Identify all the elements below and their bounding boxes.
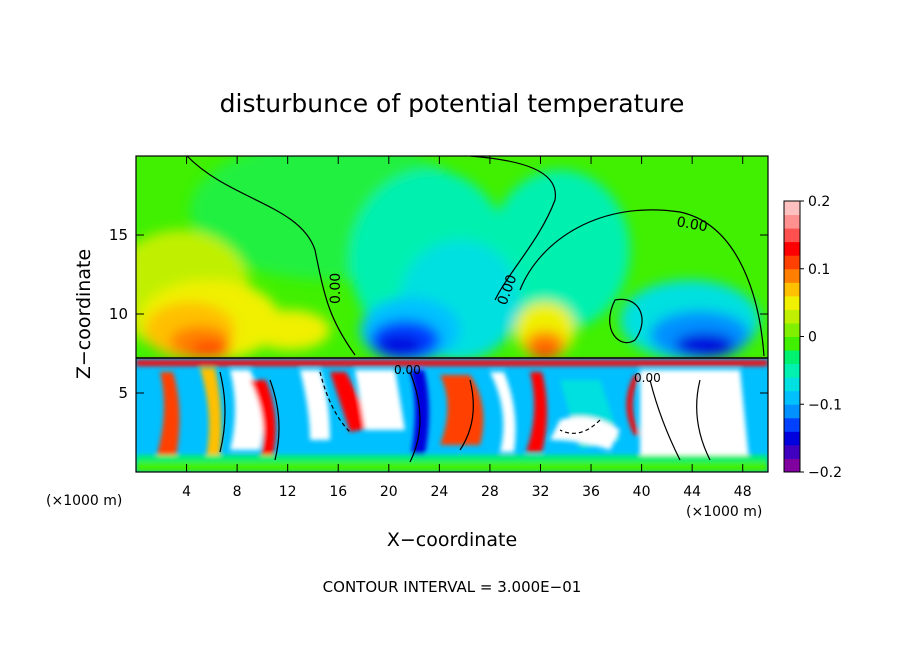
x-tick-label: 12 [279,484,297,500]
colorbar-tick-label: −0.2 [808,465,842,481]
x-axis-label: X−coordinate [387,529,517,551]
colorbar-swatch [784,309,800,324]
x-tick-label: 20 [380,484,398,500]
y-tick-label: 15 [109,226,128,244]
colorbar-swatch [784,282,800,297]
colorbar-swatch [784,350,800,365]
x-tick-label: 8 [233,484,242,500]
colorbar-swatch [784,417,800,432]
colorbar [783,200,801,473]
colorbar-tick-label: 0.1 [808,262,830,278]
x-tick-label: 44 [683,484,701,500]
y-tick-label: 5 [118,384,128,402]
x-tick-label: 4 [182,484,191,500]
colorbar-swatch [784,268,800,283]
colorbar-swatch [784,390,800,405]
colorbar-ticks: 0.2 0.1 0 −0.1 −0.2 [800,194,842,481]
field: 0.00 0.00 0.00 0.00 0.00 [136,156,768,472]
y-axis: 5 10 15 [109,226,768,402]
colorbar-swatch [784,458,800,473]
colorbar-swatch [784,377,800,392]
colorbar-swatch [784,295,800,310]
x-tick-label: 32 [532,484,550,500]
x-tick-label: 16 [329,484,347,500]
y-tick-label: 10 [109,305,128,323]
y-axis-label: Z−coordinate [73,249,95,379]
colorbar-swatch [784,322,800,337]
chart-title: disturbunce of potential temperature [220,89,685,118]
colorbar-swatch [784,404,800,419]
colorbar-swatch [784,363,800,378]
colorbar-tick-label: 0.2 [808,194,830,210]
colorbar-swatch [784,444,800,459]
contour-label: 0.00 [675,214,708,235]
x-axis: 4 8 12 16 20 24 28 32 36 40 44 48 [182,156,752,500]
contour-interval-note: CONTOUR INTERVAL = 3.000E−01 [323,578,582,596]
contour-label: 0.00 [394,363,421,377]
contour-lines [136,156,768,463]
x-unit-right: (×1000 m) [686,504,762,520]
upper-field [136,156,760,362]
x-tick-label: 48 [734,484,752,500]
colorbar-tick-label: 0 [808,330,817,346]
colorbar-swatch [784,214,800,229]
colorbar-swatch [784,336,800,351]
x-tick-label: 36 [582,484,600,500]
colorbar-swatch [784,241,800,256]
colorbar-swatch [784,201,800,216]
x-tick-label: 24 [430,484,448,500]
lower-field [136,358,768,472]
colorbar-swatch [784,431,800,446]
x-unit-left: (×1000 m) [46,493,122,509]
colorbar-tick-label: −0.1 [808,397,842,413]
colorbar-swatch [784,255,800,270]
x-tick-label: 40 [633,484,651,500]
contour-label: 0.00 [328,273,344,304]
colorbar-swatch [784,228,800,243]
contour-label: 0.00 [634,371,661,385]
x-tick-label: 28 [481,484,499,500]
